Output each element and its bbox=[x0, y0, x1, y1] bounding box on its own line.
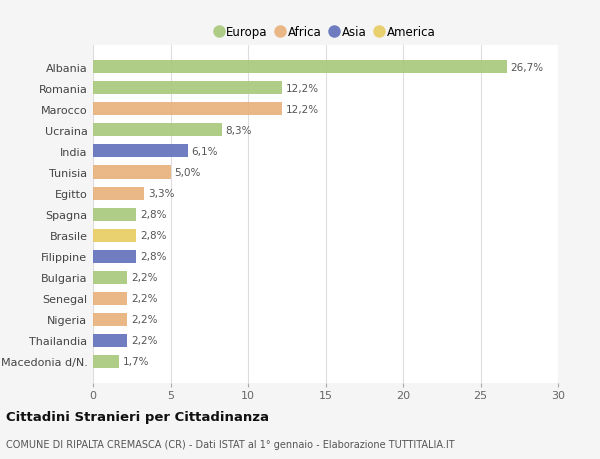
Bar bbox=[93, 82, 282, 95]
Text: 3,3%: 3,3% bbox=[148, 189, 175, 199]
Text: 2,8%: 2,8% bbox=[140, 252, 167, 262]
Text: 1,7%: 1,7% bbox=[123, 357, 150, 366]
Text: 8,3%: 8,3% bbox=[226, 126, 252, 136]
Text: 2,2%: 2,2% bbox=[131, 293, 157, 303]
Bar bbox=[93, 250, 136, 263]
Bar bbox=[93, 145, 188, 158]
Text: 2,8%: 2,8% bbox=[140, 230, 167, 241]
Text: Cittadini Stranieri per Cittadinanza: Cittadini Stranieri per Cittadinanza bbox=[6, 410, 269, 423]
Text: 2,2%: 2,2% bbox=[131, 336, 157, 346]
Bar bbox=[93, 292, 127, 305]
Text: 2,2%: 2,2% bbox=[131, 273, 157, 282]
Bar bbox=[93, 334, 127, 347]
Text: 2,8%: 2,8% bbox=[140, 210, 167, 219]
Text: COMUNE DI RIPALTA CREMASCA (CR) - Dati ISTAT al 1° gennaio - Elaborazione TUTTIT: COMUNE DI RIPALTA CREMASCA (CR) - Dati I… bbox=[6, 440, 455, 449]
Bar bbox=[93, 61, 507, 74]
Legend: Europa, Africa, Asia, America: Europa, Africa, Asia, America bbox=[211, 22, 440, 44]
Bar bbox=[93, 229, 136, 242]
Bar bbox=[93, 313, 127, 326]
Text: 12,2%: 12,2% bbox=[286, 105, 319, 115]
Bar bbox=[93, 355, 119, 368]
Bar bbox=[93, 103, 282, 116]
Text: 2,2%: 2,2% bbox=[131, 314, 157, 325]
Text: 6,1%: 6,1% bbox=[191, 147, 218, 157]
Bar bbox=[93, 208, 136, 221]
Text: 5,0%: 5,0% bbox=[175, 168, 201, 178]
Text: 12,2%: 12,2% bbox=[286, 84, 319, 94]
Bar bbox=[93, 124, 221, 137]
Bar bbox=[93, 187, 144, 200]
Bar bbox=[93, 166, 170, 179]
Bar bbox=[93, 271, 127, 284]
Text: 26,7%: 26,7% bbox=[511, 63, 544, 73]
